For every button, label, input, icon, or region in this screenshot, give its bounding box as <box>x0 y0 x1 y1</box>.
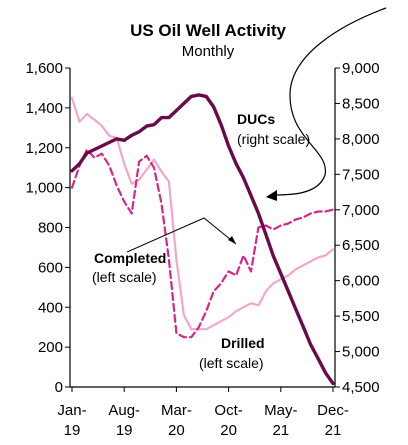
chart-title: US Oil Well Activity <box>130 21 286 40</box>
right-tick-label: 9,000 <box>342 60 380 77</box>
annotation-drilled-title: Drilled <box>221 335 265 351</box>
right-tick-label: 6,500 <box>342 237 380 254</box>
completed-connector-line <box>126 217 237 253</box>
axes: 0 200 400 600 800 1,000 1,200 1,400 1,600 4,500 5,… <box>25 60 379 439</box>
ducs-arrowhead <box>266 190 277 201</box>
right-tick-label: 7,500 <box>342 166 380 183</box>
annotation-layer: DUCs (right scale) Completed (left scale… <box>92 7 387 371</box>
annotation-drilled-subtitle: (left scale) <box>199 355 264 371</box>
x-tick-label-year: 21 <box>272 422 289 439</box>
x-tick-label-month: Jan- <box>57 402 86 419</box>
x-tick-label-month: Dec- <box>317 402 349 419</box>
left-tick-label: 1,400 <box>25 100 63 117</box>
x-tick-label-year: 20 <box>168 422 185 439</box>
right-tick-label: 5,500 <box>342 308 380 325</box>
right-tick-label: 8,500 <box>342 95 380 112</box>
x-tick-label-year: 19 <box>64 422 81 439</box>
x-tick-label-month: Mar- <box>161 402 192 419</box>
right-tick-label: 5,000 <box>342 344 380 361</box>
series-line-drilled <box>70 96 335 331</box>
x-tick-label-year: 21 <box>325 422 342 439</box>
ducs-arrow-line <box>271 7 387 196</box>
right-tick-label: 6,000 <box>342 273 380 290</box>
series-layer <box>70 93 335 386</box>
completed-connector-arrowhead <box>228 236 236 244</box>
right-tick-label: 7,000 <box>342 202 380 219</box>
annotation-completed-title: Completed <box>94 250 166 266</box>
right-tick-label: 4,500 <box>342 379 380 396</box>
chart-subtitle: Monthly <box>182 43 235 60</box>
right-tick-label: 8,000 <box>342 131 380 148</box>
x-tick-label-month: Oct- <box>214 402 242 419</box>
left-tick-label: 0 <box>55 379 63 396</box>
annotation-completed-subtitle: (left scale) <box>92 269 157 285</box>
left-tick-label: 200 <box>38 339 63 356</box>
annotation-ducs-subtitle: (right scale) <box>237 131 310 147</box>
left-tick-label: 1,200 <box>25 140 63 157</box>
left-tick-label: 800 <box>38 220 63 237</box>
series-line-ducs <box>70 93 335 386</box>
x-tick-label-month: Aug- <box>108 402 140 419</box>
x-tick-label-month: May- <box>264 402 297 419</box>
series-line-completed <box>70 148 335 339</box>
x-tick-label-year: 19 <box>116 422 133 439</box>
left-tick-label: 600 <box>38 259 63 276</box>
annotation-ducs-title: DUCs <box>237 111 275 127</box>
left-tick-label: 1,600 <box>25 60 63 77</box>
x-tick-label-year: 20 <box>220 422 237 439</box>
left-tick-label: 1,000 <box>25 180 63 197</box>
left-tick-label: 400 <box>38 299 63 316</box>
